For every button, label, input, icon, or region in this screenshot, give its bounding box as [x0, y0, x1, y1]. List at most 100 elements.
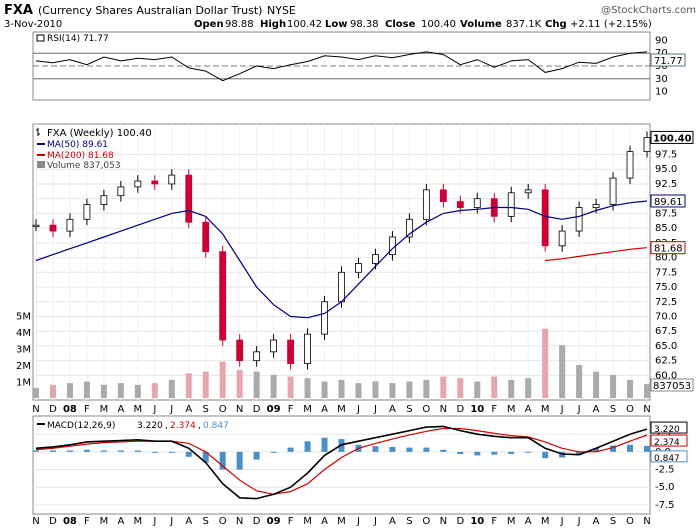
high-value: 100.42: [287, 19, 322, 30]
volume-bar: [134, 384, 141, 398]
x-axis-label: F: [288, 516, 294, 527]
x-axis-label: M: [303, 516, 312, 527]
x-axis-label: F: [491, 404, 497, 415]
macd-line: [35, 425, 648, 500]
high-label: High: [260, 19, 286, 30]
macd-histogram-bar: [610, 445, 617, 452]
volume-bar: [525, 378, 532, 398]
hist-tag-box: [650, 450, 688, 463]
macd-histogram-bar: [406, 447, 413, 452]
x-axis-label: J: [152, 404, 156, 415]
volume-bar: [406, 381, 413, 398]
volume-bar: [610, 374, 617, 398]
x-axis-label: J: [356, 516, 360, 527]
price-bar: [422, 189, 430, 220]
volume-label: Volume: [460, 19, 502, 30]
symbol: FXA: [4, 3, 33, 18]
price-bar: [558, 230, 566, 247]
volume-bar: [372, 381, 379, 398]
macd-histogram-bar: [457, 451, 464, 454]
close-tag-box: [650, 130, 694, 144]
x-axis-label: S: [406, 516, 412, 527]
x-axis-label: N: [643, 516, 650, 527]
x-axis-label: N: [440, 516, 447, 527]
x-axis-label: A: [525, 516, 532, 527]
x-axis-label: A: [117, 516, 124, 527]
chg-label: Chg: [545, 19, 567, 30]
price-bar: [609, 177, 617, 205]
price-legend-title: FXA (Weekly) 100.40: [47, 128, 152, 139]
volume-tag-box: [650, 378, 694, 392]
volume-tick-4M: 4M: [16, 328, 31, 339]
rsi-tag-text: 71.77: [654, 56, 683, 67]
macd-histogram-bar: [287, 447, 294, 452]
macd-histogram-bar: [253, 451, 260, 460]
x-axis-label: A: [185, 516, 192, 527]
price-bar: [83, 204, 91, 220]
price-bar: [355, 263, 362, 273]
signal-tag-box: [650, 434, 688, 447]
signal-line: [35, 427, 648, 495]
x-axis-label: M: [337, 516, 346, 527]
macd-tick--5.0: -5.0: [655, 482, 675, 493]
x-axis-label: M: [337, 404, 346, 415]
macd-tag-text: 3.220: [654, 425, 680, 435]
x-axis-label: J: [577, 404, 581, 415]
x-axis-label: A: [389, 516, 396, 527]
rsi-legend: RSI(14) 71.77: [36, 34, 109, 44]
volume-bar: [304, 378, 311, 398]
macd-legend-label: MACD(12,26,9): [47, 421, 115, 431]
macd-histogram-bar: [389, 446, 396, 452]
price-bar: [541, 189, 549, 247]
x-axis-label: D: [49, 516, 57, 527]
x-axis-label: O: [422, 516, 430, 527]
x-axis-label: D: [253, 404, 261, 415]
quote-summary: Open 98.88 High 100.42 Low 98.38 Close 1…: [194, 19, 652, 30]
x-axis-label: N: [32, 404, 39, 415]
rsi-line: [35, 51, 648, 82]
x-axis-label: D: [456, 404, 464, 415]
open-value: 98.88: [225, 19, 254, 30]
exchange: NYSE: [267, 4, 296, 17]
volume-bar: [627, 379, 634, 398]
x-axis-label: S: [203, 516, 209, 527]
macd-histogram-bar: [270, 451, 277, 453]
macd-histogram-bar: [576, 451, 583, 455]
macd-histogram-bar: [202, 451, 209, 463]
price-tags: 100.40 89.61 81.68 837053: [650, 130, 694, 392]
x-axis-label: N: [236, 516, 243, 527]
price-tick-60.0: 60.0: [655, 370, 677, 381]
x-axis-label: J: [356, 404, 360, 415]
volume-bar: [457, 378, 464, 398]
volume-bar: [83, 381, 90, 398]
volume-bar: [423, 379, 430, 398]
macd-histogram-bar: [168, 451, 175, 453]
price-bar: [643, 137, 651, 152]
price-bar: [575, 207, 583, 232]
macd-chart: 2.50.0-2.5-5.0-7.5: [33, 425, 675, 511]
volume-bar: [559, 345, 566, 398]
x-axis-label: M: [541, 516, 550, 527]
price-bar: [219, 251, 227, 341]
x-axis-label: M: [134, 516, 143, 527]
security-name: (Currency Shares Australian Dollar Trust…: [38, 4, 262, 17]
x-axis-label: F: [491, 516, 497, 527]
x-axis-label: M: [100, 516, 109, 527]
close-label: Close: [385, 19, 416, 30]
x-axis-label: 10: [470, 404, 484, 415]
x-axis-label: D: [49, 404, 57, 415]
volume-bar: [168, 379, 175, 398]
price-bar: [439, 189, 447, 203]
volume-bar: [236, 369, 243, 398]
x-axis-label: J: [560, 404, 564, 415]
x-axis-label: J: [560, 516, 564, 527]
volume-bar: [644, 384, 650, 398]
x-axis-label: 08: [63, 404, 77, 415]
hist-tag-text: 0.847: [654, 454, 680, 464]
volume-bar: [33, 388, 39, 398]
volume-legend-swatch: [37, 161, 45, 168]
volume-bar: [321, 381, 328, 398]
price-bar: [524, 189, 532, 194]
x-axis-label: O: [626, 516, 634, 527]
